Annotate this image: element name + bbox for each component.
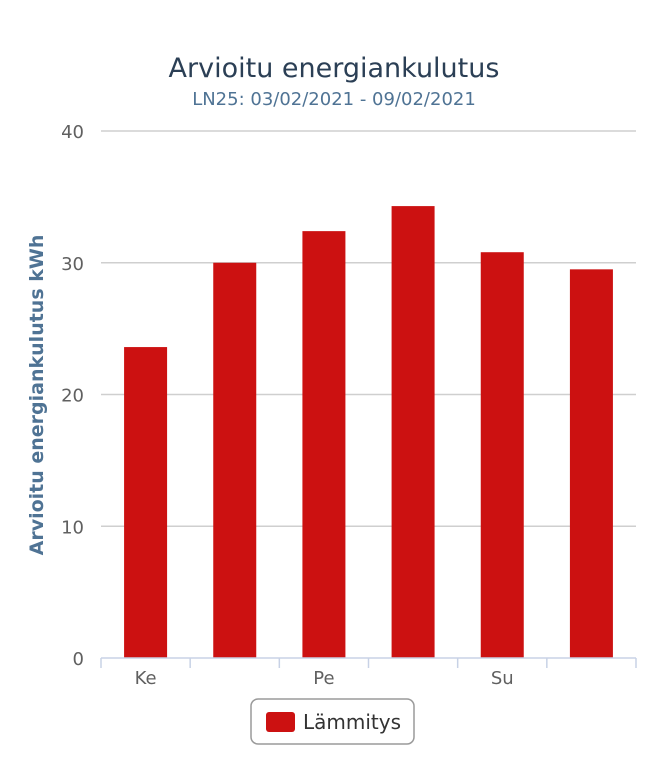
bar-su[interactable]: [480, 252, 524, 658]
chart-subtitle: LN25: 03/02/2021 - 09/02/2021: [192, 89, 476, 110]
x-tick-label: Su: [491, 668, 514, 689]
legend-box[interactable]: [250, 698, 415, 745]
y-axis-label: Arvioitu energiankulutus kWh: [26, 235, 48, 556]
bar-pe[interactable]: [302, 231, 346, 658]
bars: [124, 206, 613, 658]
x-axis-tick-labels: Ke Pe Su: [135, 668, 514, 689]
x-axis-tick-marks: [100, 658, 637, 668]
y-tick-label: 40: [61, 122, 84, 143]
legend[interactable]: Lämmitys: [250, 698, 415, 745]
y-tick-label: 10: [61, 517, 84, 538]
chart-title: Arvioitu energiankulutus: [169, 53, 500, 84]
y-axis-ticks: 0 10 20 30 40: [61, 122, 84, 670]
bar-ke[interactable]: [124, 347, 168, 658]
legend-label[interactable]: Lämmitys: [303, 710, 401, 734]
bar-to[interactable]: [213, 262, 257, 658]
legend-swatch[interactable]: [266, 712, 295, 732]
x-tick-label: Pe: [313, 668, 334, 689]
y-tick-label: 20: [61, 386, 84, 407]
bar-la[interactable]: [391, 206, 435, 658]
y-tick-label: 0: [73, 649, 84, 670]
y-tick-label: 30: [61, 254, 84, 275]
gridlines: [101, 130, 636, 527]
x-tick-label: Ke: [135, 668, 157, 689]
bar-ma[interactable]: [569, 269, 613, 658]
